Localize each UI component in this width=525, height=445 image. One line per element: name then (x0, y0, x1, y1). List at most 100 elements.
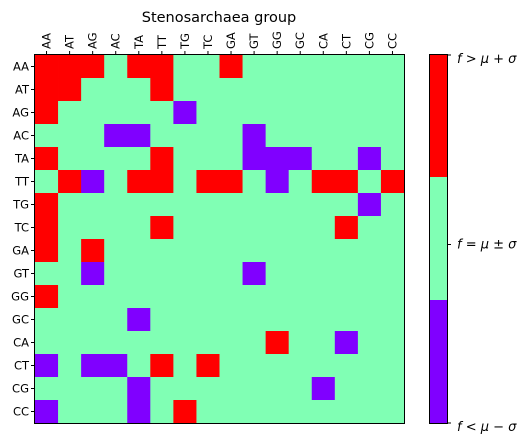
y-tick-label-TT: TT (14, 175, 30, 189)
x-tick-label-CC: CC (385, 33, 399, 49)
heatmap-cell-CC-CG (357, 400, 382, 424)
heatmap-cell-GC-GC (288, 308, 313, 332)
x-tick-label-GA: GA (224, 32, 238, 49)
heatmap-cell-TG-AC (104, 193, 128, 217)
heatmap-cell-CT-TC (196, 354, 220, 378)
heatmap-cell-AT-CA (311, 78, 336, 102)
x-tick-label-AT: AT (63, 34, 77, 49)
heatmap-cell-CT-TA (127, 354, 151, 378)
heatmap-cell-CC-CT (334, 400, 359, 424)
heatmap-cell-AT-TG (173, 78, 197, 102)
x-tick-label-AC: AC (109, 33, 123, 49)
heatmap-cell-CT-CA (311, 354, 336, 378)
heatmap-cell-CA-AC (104, 331, 128, 355)
heatmap-cell-GT-CT (334, 262, 359, 286)
heatmap-cell-TT-GC (288, 170, 313, 194)
heatmap-cell-CG-TC (196, 377, 220, 401)
heatmap-cell-CT-GC (288, 354, 313, 378)
heatmap-cell-TG-TC (196, 193, 220, 217)
heatmap-cell-TG-GG (265, 193, 290, 217)
heatmap-cell-AG-CC (380, 101, 405, 125)
heatmap-cell-CG-AG (81, 377, 105, 401)
heatmap-cell-CT-AA (35, 354, 59, 378)
heatmap-cell-GC-AA (35, 308, 59, 332)
heatmap-cell-CA-AT (58, 331, 82, 355)
heatmap-cell-TG-TG (173, 193, 197, 217)
heatmap-cell-GG-CA (311, 285, 336, 309)
heatmap-cell-GC-AT (58, 308, 82, 332)
colorbar: f > μ + σ f = μ ± σ f < μ − σ (429, 52, 517, 435)
heatmap-cell-AA-GG (265, 55, 290, 79)
heatmap-cell-AT-AT (58, 78, 82, 102)
heatmap-cell-AA-TG (173, 55, 197, 79)
heatmap-cell-TA-TC (196, 147, 220, 171)
heatmap-cell-GT-CA (311, 262, 336, 286)
heatmap-cell-GC-GT (242, 308, 267, 332)
colorbar-segment-normal (429, 177, 447, 301)
heatmap-cell-AA-TT (150, 55, 174, 79)
heatmap-cell-TT-CA (311, 170, 336, 194)
heatmap-cell-CG-GC (288, 377, 313, 401)
heatmap-cell-AA-AC (104, 55, 128, 79)
heatmap-cell-CC-GC (288, 400, 313, 424)
heatmap-cell-AA-AG (81, 55, 105, 79)
heatmap-cell-CA-CT (334, 331, 359, 355)
x-tick-label-CG: CG (362, 32, 376, 49)
heatmap-cell-GA-TG (173, 239, 197, 263)
heatmap-cell-GT-GT (242, 262, 267, 286)
heatmap-cell-CA-CC (380, 331, 405, 355)
heatmap-cell-AA-GC (288, 55, 313, 79)
heatmap-cell-AG-TG (173, 101, 197, 125)
heatmap-cell-GT-CC (380, 262, 405, 286)
heatmap-cell-AG-GA (219, 101, 243, 125)
x-tick-label-GG: GG (270, 31, 284, 49)
heatmap-cell-AC-TT (150, 124, 174, 148)
heatmap-cell-GG-GT (242, 285, 267, 309)
heatmap-cell-AC-AT (58, 124, 82, 148)
heatmap-cell-CA-GG (265, 331, 290, 355)
heatmap-cell-GA-CG (357, 239, 382, 263)
x-tick-label-AG: AG (86, 32, 100, 49)
heatmap-cell-AT-TT (150, 78, 174, 102)
heatmap-cell-GA-TC (196, 239, 220, 263)
heatmap-cell-GG-GA (219, 285, 243, 309)
heatmap-cell-CA-TC (196, 331, 220, 355)
x-tick-label-TG: TG (178, 33, 192, 50)
heatmap-cell-AC-TA (127, 124, 151, 148)
colorbar-label-high: f > μ + σ (457, 52, 517, 67)
heatmap-cell-TA-GC (288, 147, 313, 171)
heatmap-cell-AA-TC (196, 55, 220, 79)
heatmap-cell-CA-GT (242, 331, 267, 355)
heatmap-cell-GC-TT (150, 308, 174, 332)
heatmap-cell-CG-AT (58, 377, 82, 401)
heatmap-cell-CA-AA (35, 331, 59, 355)
heatmap-cell-AT-TC (196, 78, 220, 102)
heatmap-cell-CT-CT (334, 354, 359, 378)
heatmap-cell-AA-GA (219, 55, 243, 79)
heatmap-cell-GA-GG (265, 239, 290, 263)
heatmap-cell-CC-AC (104, 400, 128, 424)
heatmap-cell-GG-CC (380, 285, 405, 309)
heatmap-cell-TA-AA (35, 147, 59, 171)
colorbar-segment-low (429, 300, 447, 424)
heatmap-cell-TG-GC (288, 193, 313, 217)
heatmap-cell-CT-CG (357, 354, 382, 378)
heatmap-cell-TG-CT (334, 193, 359, 217)
heatmap-cell-AA-GT (242, 55, 267, 79)
heatmap-cell-TG-TA (127, 193, 151, 217)
heatmap-cell-AG-GG (265, 101, 290, 125)
heatmap-cell-TC-TC (196, 216, 220, 240)
heatmap-cell-GG-AT (58, 285, 82, 309)
x-tick-label-TC: TC (201, 35, 215, 50)
heatmap-cell-AC-TC (196, 124, 220, 148)
heatmap-cell-TA-TA (127, 147, 151, 171)
heatmap-cell-CC-TG (173, 400, 197, 424)
heatmap-cell-TT-GA (219, 170, 243, 194)
heatmap-cell-GT-CG (357, 262, 382, 286)
heatmap-cell-AC-CG (357, 124, 382, 148)
heatmap-cell-GT-TT (150, 262, 174, 286)
heatmap-cell-CG-CC (380, 377, 405, 401)
heatmap-cell-AC-TG (173, 124, 197, 148)
heatmap-cell-TC-TA (127, 216, 151, 240)
heatmap-cell-TG-CC (380, 193, 405, 217)
